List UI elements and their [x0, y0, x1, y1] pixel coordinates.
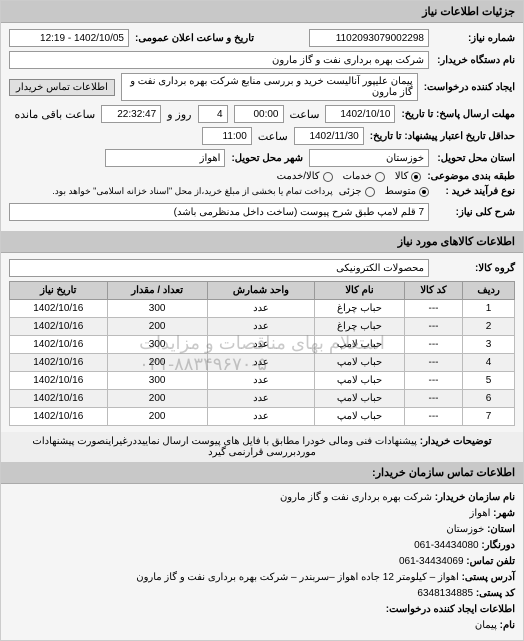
pkg-kala-radio[interactable]: کالا	[395, 171, 422, 182]
contact-info: نام سازمان خریدار: شرکت بهره برداری نفت …	[1, 484, 523, 640]
process-note: پرداخت تمام یا بخشی از مبلغ خرید،از محل …	[52, 186, 332, 197]
group-value: محصولات الکترونیکی	[9, 259, 429, 277]
process-label: نوع فرآیند خرید :	[435, 186, 515, 197]
radio-icon	[365, 187, 375, 197]
deadline-label: مهلت ارسال پاسخ: تا تاریخ:	[401, 109, 515, 120]
title-value: 7 قلم لامپ طبق شرح پیوست (ساخت داخل مدنظ…	[9, 203, 429, 221]
goods-table: ردیفکد کالانام کالاواحد شمارشتعداد / مقد…	[9, 281, 515, 426]
contact-buyer-button[interactable]: اطلاعات تماس خریدار	[9, 79, 115, 96]
col-header: تعداد / مقدار	[107, 282, 207, 300]
time-label-1: ساعت	[290, 108, 320, 121]
pkg-radio-group: کالا خدمات کالا/خدمت	[277, 171, 422, 182]
radio-icon	[375, 172, 385, 182]
buyer-value: شرکت بهره برداری نفت و گاز مارون	[9, 51, 429, 69]
table-row: 6---حباب لامپعدد2001402/10/16	[10, 390, 515, 408]
radio-icon	[323, 172, 333, 182]
pkg-label: طبقه بندی موضوعی:	[427, 171, 515, 182]
table-row: 4---حباب لامپعدد2001402/10/16	[10, 354, 515, 372]
col-header: واحد شمارش	[207, 282, 314, 300]
creator-label: ایجاد کننده درخواست:	[424, 82, 515, 93]
pkg-both-radio[interactable]: کالا/خدمت	[277, 171, 333, 182]
city-label: شهر محل تحویل:	[231, 153, 303, 164]
col-header: کد کالا	[404, 282, 462, 300]
table-row: 5---حباب لامپعدد3001402/10/16	[10, 372, 515, 390]
note-label: توضیحات خریدار:	[420, 436, 492, 447]
process-urgent-radio[interactable]: جزئی	[339, 186, 375, 197]
deadline-date: 1402/10/10	[325, 105, 395, 123]
panel-title: جزئیات اطلاعات نیاز	[1, 1, 523, 23]
contact-header: اطلاعات تماس سازمان خریدار:	[1, 462, 523, 484]
table-row: 3---حباب لامپعدد3001402/10/16	[10, 336, 515, 354]
group-label: گروه کالا:	[435, 263, 515, 274]
delivery-date: 1402/11/30	[294, 127, 364, 145]
announce-value: 1402/10/05 - 12:19	[9, 29, 129, 47]
province-label: استان محل تحویل:	[435, 153, 515, 164]
table-row: 2---حباب چراغعدد2001402/10/16	[10, 318, 515, 336]
req-no-label: شماره نیاز:	[435, 33, 515, 44]
goods-header: اطلاعات کالاهای مورد نیاز	[1, 231, 523, 253]
title-label: شرح کلی نیاز:	[435, 207, 515, 218]
time-remaining: 22:32:47	[101, 105, 161, 123]
announce-label: تاریخ و ساعت اعلان عمومی:	[135, 33, 254, 44]
col-header: تاریخ نیاز	[10, 282, 108, 300]
col-header: ردیف	[463, 282, 515, 300]
note-text: پیشنهادات فنی ومالی خودرا مطابق با فایل …	[32, 436, 417, 458]
delivery-deadline-label: حداقل تاریخ اعتبار پیشنهاد: تا تاریخ:	[370, 131, 515, 142]
process-avg-radio[interactable]: متوسط	[385, 186, 429, 197]
remain-label: ساعت باقی مانده	[14, 108, 95, 121]
col-header: نام کالا	[315, 282, 405, 300]
pkg-khadamat-radio[interactable]: خدمات	[343, 171, 385, 182]
days-remaining: 4	[198, 105, 228, 123]
delivery-time: 11:00	[202, 127, 252, 145]
days-label: روز و	[167, 108, 191, 121]
req-no-value: 1102093079002298	[309, 29, 429, 47]
radio-icon	[419, 187, 429, 197]
deadline-time: 00:00	[234, 105, 284, 123]
table-row: 1---حباب چراغعدد3001402/10/16	[10, 300, 515, 318]
city-value: اهواز	[105, 149, 225, 167]
creator-value: پیمان علیپور آنالیست خرید و بررسی منابع …	[121, 73, 418, 101]
province-value: خوزستان	[309, 149, 429, 167]
radio-icon	[411, 172, 421, 182]
buyer-label: نام دستگاه خریدار:	[435, 55, 515, 66]
time-label-2: ساعت	[258, 130, 288, 143]
table-row: 7---حباب لامپعدد2001402/10/16	[10, 408, 515, 426]
process-radio-group: متوسط جزئی	[339, 186, 429, 197]
